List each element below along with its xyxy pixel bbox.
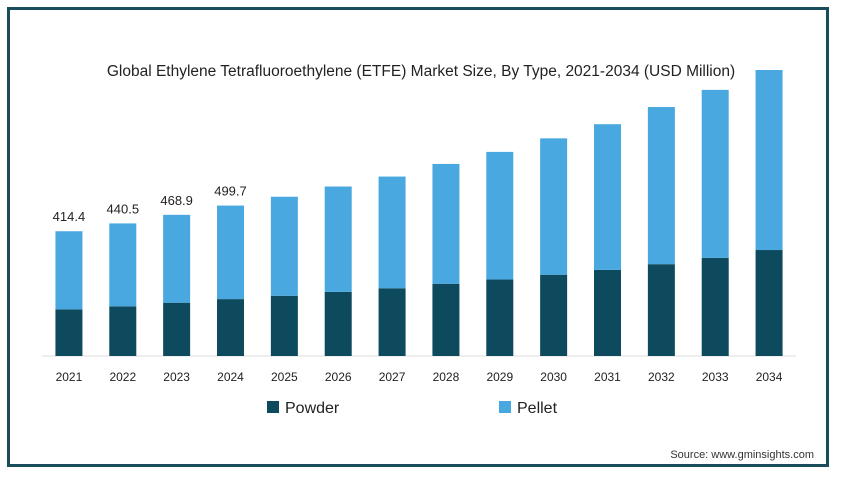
chart-frame [7,7,829,467]
x-tick-label: 2028 [433,370,460,384]
x-tick-label: 2029 [486,370,513,384]
bar-pellet-2025 [270,196,298,296]
x-tick-label: 2024 [217,370,244,384]
bar-powder-2031 [594,269,621,356]
bar-powder-2027 [378,288,406,356]
x-tick-label: 2022 [109,370,136,384]
x-tick-label: 2027 [379,370,406,384]
bar-pellet-2029 [486,151,514,280]
chart-title: Global Ethylene Tetrafluoroethylene (ETF… [107,63,735,80]
bar-powder-2032 [647,264,675,356]
bars-layer [55,70,783,356]
bar-powder-2034 [755,250,783,356]
source-note: Source: www.gminsights.com [670,449,814,461]
data-labels: 414.4 440.5 468.9 499.7 [53,184,247,225]
bar-powder-2033 [701,257,729,356]
data-label-total: 414.4 [53,209,86,224]
x-tick-label: 2034 [756,370,783,384]
data-label-total: 440.5 [107,201,140,216]
bar-pellet-2027 [378,176,406,289]
bar-pellet-2031 [594,124,621,270]
data-label-total: 499.7 [214,184,247,199]
bar-powder-2021 [55,309,83,356]
bar-pellet-2034 [755,70,783,251]
bar-powder-2024 [217,299,244,356]
legend-swatch-pellet [499,401,511,413]
bar-pellet-2026 [324,186,352,292]
bar-pellet-2021 [55,231,83,310]
bar-powder-2023 [163,302,191,356]
bar-powder-2030 [540,274,568,356]
bar-powder-2028 [432,283,460,356]
bar-powder-2022 [109,306,137,356]
x-tick-label: 2021 [56,370,83,384]
bar-pellet-2022 [109,223,137,307]
bar-pellet-2033 [701,89,729,258]
x-tick-label: 2025 [271,370,298,384]
x-tick-label: 2026 [325,370,352,384]
legend-label-pellet: Pellet [517,400,558,417]
x-tick-label: 2023 [163,370,190,384]
x-tick-label: 2030 [540,370,567,384]
bar-powder-2029 [486,279,514,356]
bar-powder-2026 [324,291,352,356]
legend-swatch-powder [267,401,279,413]
legend: Powder Pellet [267,400,558,417]
bar-pellet-2024 [217,205,244,300]
bar-pellet-2023 [163,214,191,303]
bar-powder-2025 [270,295,298,356]
legend-label-powder: Powder [285,400,340,417]
x-tick-label: 2031 [594,370,621,384]
x-tick-labels: 2021 2022 2023 2024 2025 2026 2027 2028 2029 2030… [56,370,783,384]
x-tick-label: 2032 [648,370,675,384]
x-tick-label: 2033 [702,370,729,384]
bar-pellet-2032 [647,107,675,265]
bar-pellet-2028 [432,163,460,284]
data-label-total: 468.9 [160,193,193,208]
bar-pellet-2030 [540,138,568,275]
